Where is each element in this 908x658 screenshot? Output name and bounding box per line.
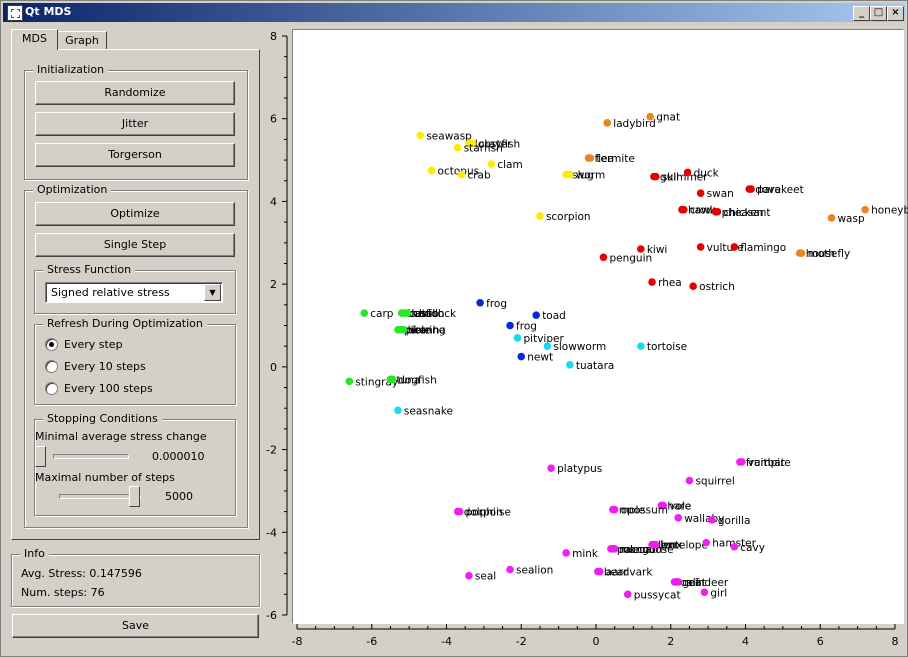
x-tick-label: 2 xyxy=(667,635,674,648)
min-change-label: Minimal average stress change xyxy=(35,430,207,443)
stress-function-select[interactable]: Signed relative stress ▼ xyxy=(45,282,223,303)
max-steps-slider-handle[interactable] xyxy=(129,486,141,507)
title-bar[interactable]: Qt MDS _ □ × xyxy=(3,3,905,22)
stopping-conditions-title: Stopping Conditions xyxy=(43,412,162,425)
y-tick-label: -2 xyxy=(266,444,277,457)
stopping-conditions-group: Stopping Conditions Minimal average stre… xyxy=(34,412,236,516)
initialization-group: Initialization Randomize Jitter Torgerso… xyxy=(24,63,248,180)
tab-mds[interactable]: MDS xyxy=(11,29,58,50)
y-tick-label: 8 xyxy=(270,30,277,43)
randomize-button[interactable]: Randomize xyxy=(35,81,235,105)
max-steps-label: Maximal number of steps xyxy=(35,471,175,484)
close-button[interactable]: × xyxy=(887,6,904,21)
stress-function-group: Stress Function Signed relative stress ▼ xyxy=(34,263,236,314)
min-change-value: 0.000010 xyxy=(152,450,205,463)
x-tick-label: -2 xyxy=(516,635,527,648)
plot-canvas[interactable] xyxy=(292,29,904,624)
jitter-button[interactable]: Jitter xyxy=(35,112,235,136)
x-tick-label: -8 xyxy=(292,635,303,648)
refresh-title: Refresh During Optimization xyxy=(43,317,207,330)
num-steps-text: Num. steps: 76 xyxy=(21,586,105,599)
radio-every-step-label[interactable]: Every step xyxy=(64,338,123,351)
y-tick-label: 2 xyxy=(270,278,277,291)
x-tick-label: 6 xyxy=(817,635,824,648)
app-icon xyxy=(7,5,23,21)
max-steps-value: 5000 xyxy=(165,490,193,503)
chevron-down-icon[interactable]: ▼ xyxy=(204,284,221,301)
minimize-button[interactable]: _ xyxy=(853,6,870,21)
optimize-button[interactable]: Optimize xyxy=(35,202,235,226)
x-tick-label: 0 xyxy=(593,635,600,648)
y-tick-label: 0 xyxy=(270,361,277,374)
save-button[interactable]: Save xyxy=(12,614,259,638)
y-tick-label: 4 xyxy=(270,195,277,208)
radio-every-10-steps-label[interactable]: Every 10 steps xyxy=(64,360,146,373)
max-steps-slider-track[interactable] xyxy=(59,494,141,499)
avg-stress-text: Avg. Stress: 0.147596 xyxy=(21,567,142,580)
tab-graph[interactable]: Graph xyxy=(57,31,107,50)
min-change-slider-handle[interactable] xyxy=(35,446,46,467)
window-title: Qt MDS xyxy=(25,5,72,18)
x-tick-label: 8 xyxy=(892,635,899,648)
torgerson-button[interactable]: Torgerson xyxy=(35,143,235,167)
initialization-title: Initialization xyxy=(33,63,109,76)
stress-function-value: Signed relative stress xyxy=(51,286,170,299)
refresh-group: Refresh During Optimization Every step E… xyxy=(34,317,236,405)
single-step-button[interactable]: Single Step xyxy=(35,233,235,257)
stress-function-title: Stress Function xyxy=(43,263,136,276)
y-tick-label: 6 xyxy=(270,113,277,126)
radio-every-100-steps-label[interactable]: Every 100 steps xyxy=(64,382,153,395)
info-group: Info Avg. Stress: 0.147596 Num. steps: 7… xyxy=(11,547,260,607)
min-change-slider-track[interactable] xyxy=(53,454,129,459)
maximize-button[interactable]: □ xyxy=(870,6,887,21)
radio-every-100-steps[interactable] xyxy=(45,382,58,395)
mds-tab-panel: Initialization Randomize Jitter Torgerso… xyxy=(11,49,260,540)
radio-every-step[interactable] xyxy=(45,338,58,351)
y-tick-label: -6 xyxy=(266,609,277,622)
optimization-title: Optimization xyxy=(33,183,112,196)
radio-every-10-steps[interactable] xyxy=(45,360,58,373)
x-tick-label: 4 xyxy=(742,635,749,648)
info-title: Info xyxy=(20,547,49,560)
x-tick-label: -6 xyxy=(366,635,377,648)
x-tick-label: -4 xyxy=(441,635,452,648)
optimization-group: Optimization Optimize Single Step Stress… xyxy=(24,183,248,528)
y-tick-label: -4 xyxy=(266,526,277,539)
